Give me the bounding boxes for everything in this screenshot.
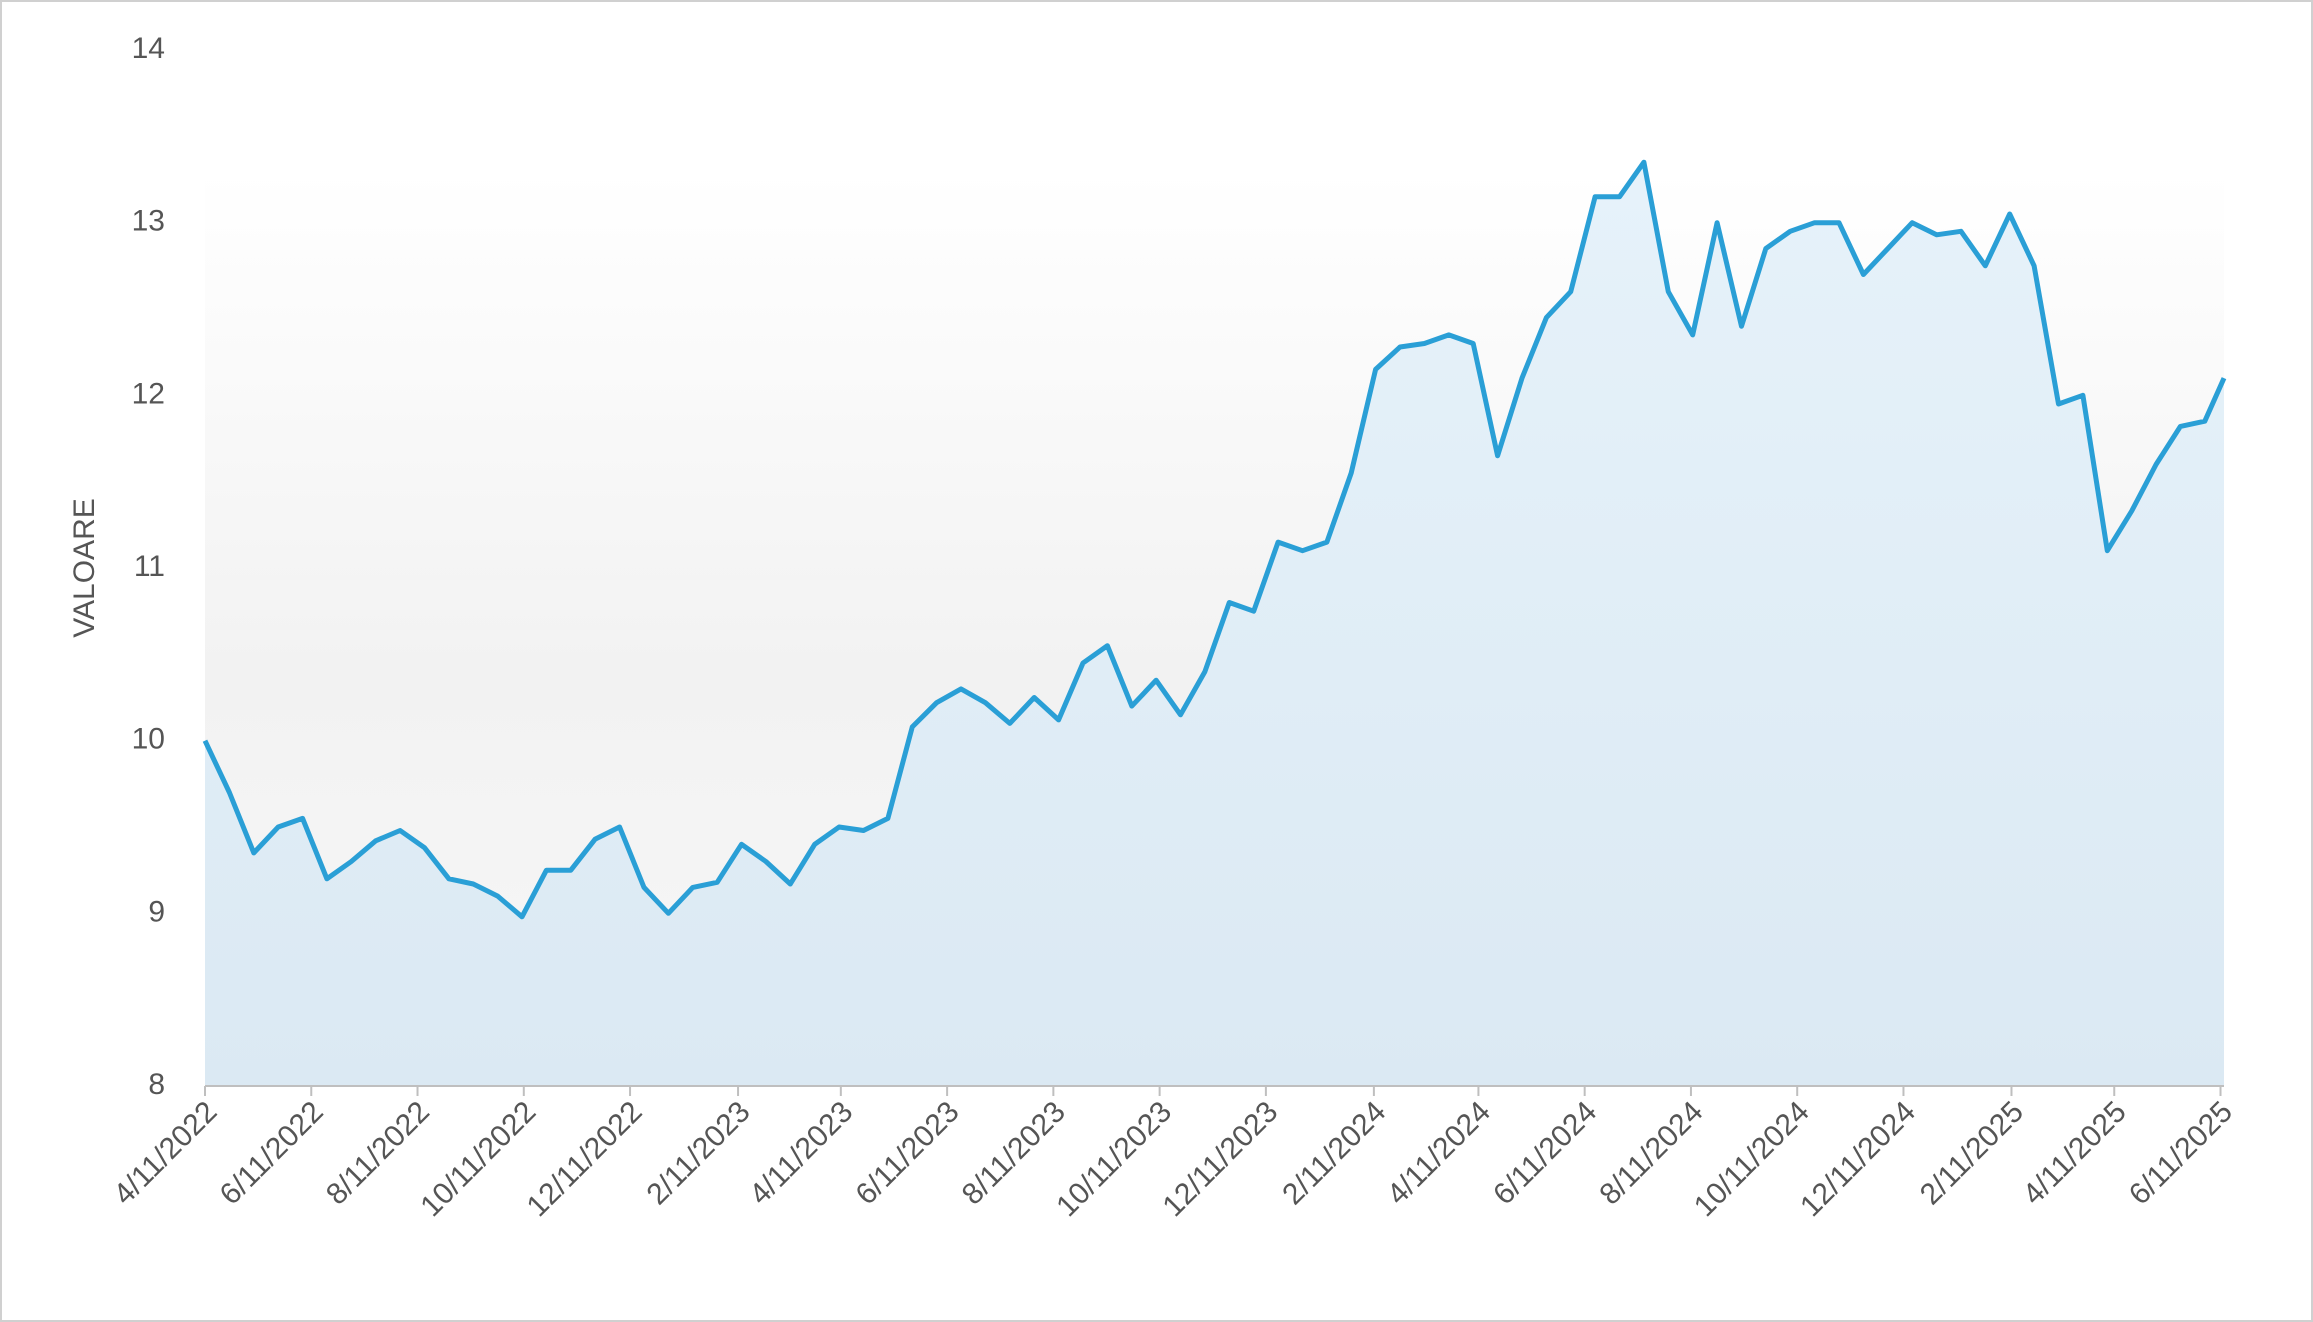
y-tick-label: 13 (132, 205, 165, 238)
area (205, 162, 2224, 1086)
y-tick-label: 8 (148, 1068, 165, 1101)
y-tick-label: 9 (148, 895, 165, 928)
y-tick-label: 14 (132, 32, 165, 65)
y-tick-label: 11 (134, 550, 165, 583)
y-tick-label: 12 (132, 377, 165, 410)
y-tick-label: 10 (132, 723, 165, 756)
y-axis-title: VALOARE (68, 498, 101, 638)
line (202, 159, 2227, 920)
